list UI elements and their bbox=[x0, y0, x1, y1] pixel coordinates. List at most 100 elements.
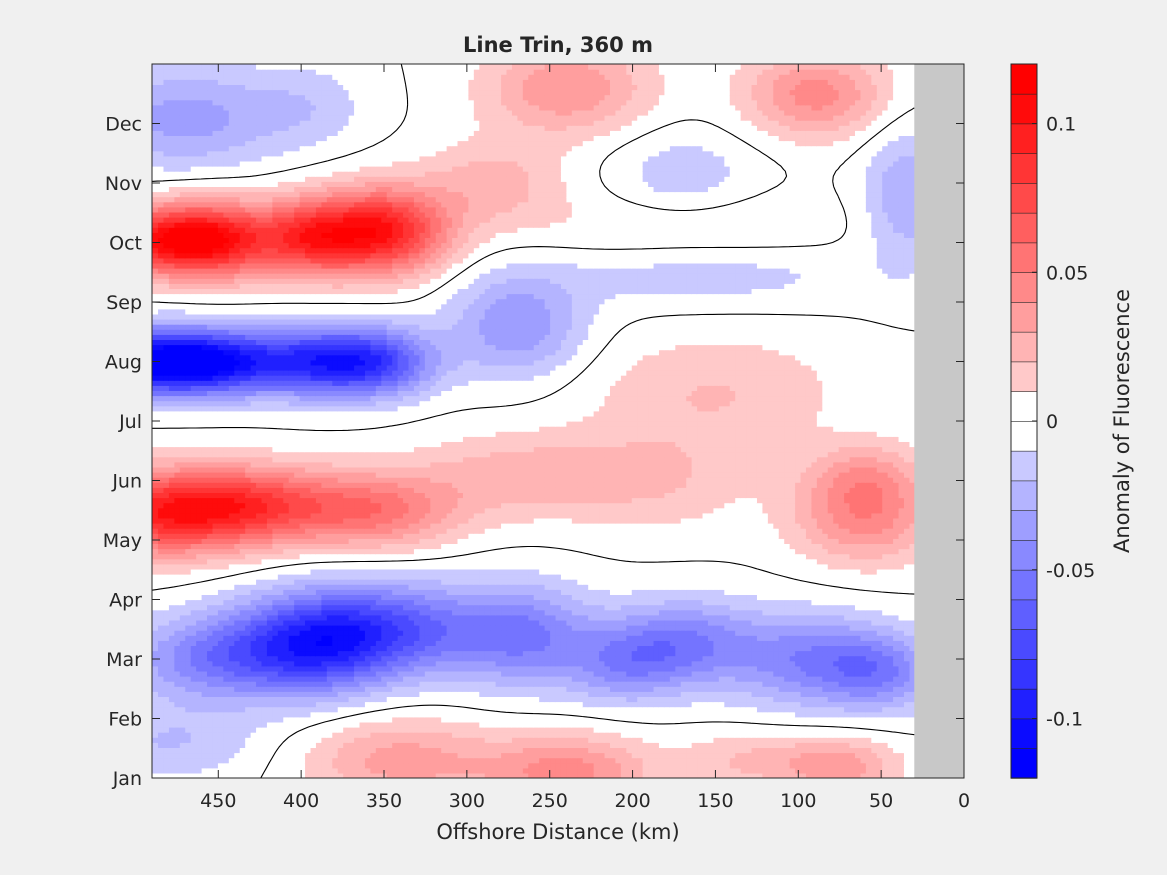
contour-cell bbox=[554, 696, 561, 703]
contour-cell bbox=[391, 670, 398, 677]
contour-cell bbox=[255, 625, 262, 631]
contour-cell bbox=[282, 747, 289, 754]
contour-cell bbox=[832, 701, 839, 708]
contour-cell bbox=[821, 711, 828, 718]
contour-cell bbox=[669, 747, 676, 754]
contour-cell bbox=[222, 614, 229, 621]
contour-cell bbox=[631, 727, 638, 733]
contour-cell bbox=[500, 655, 507, 662]
contour-cell bbox=[892, 614, 899, 621]
contour-cell bbox=[761, 665, 768, 672]
contour-cell bbox=[810, 686, 817, 692]
contour-cell bbox=[544, 645, 551, 652]
contour-cell bbox=[179, 655, 186, 662]
contour-cell bbox=[386, 721, 393, 728]
contour-cell bbox=[271, 614, 278, 621]
contour-cell bbox=[647, 701, 654, 708]
contour-cell bbox=[413, 619, 420, 626]
contour-cell bbox=[658, 640, 665, 646]
contour-cell bbox=[157, 609, 164, 616]
contour-cell bbox=[446, 772, 453, 778]
contour-cell bbox=[560, 630, 567, 636]
contour-cell bbox=[211, 742, 218, 748]
contour-cell bbox=[810, 711, 817, 718]
contour-cell bbox=[865, 727, 872, 733]
contour-cell bbox=[680, 696, 687, 703]
contour-cell bbox=[734, 727, 741, 733]
contour-cell bbox=[908, 747, 915, 754]
contour-cell bbox=[794, 635, 801, 641]
contour-cell bbox=[446, 655, 453, 662]
contour-cell bbox=[707, 691, 714, 697]
contour-cell bbox=[495, 686, 502, 692]
contour-cell bbox=[799, 655, 806, 662]
contour-cell bbox=[598, 767, 605, 774]
contour-cell bbox=[810, 716, 817, 723]
contour-cell bbox=[184, 727, 191, 733]
contour-cell bbox=[201, 767, 208, 774]
contour-cell bbox=[674, 594, 681, 601]
contour-cell bbox=[201, 660, 208, 667]
contour-cell bbox=[756, 747, 763, 754]
contour-cell bbox=[691, 696, 698, 703]
contour-cell bbox=[712, 670, 719, 677]
contour-cell bbox=[582, 599, 589, 606]
contour-cell bbox=[718, 711, 725, 718]
contour-cell bbox=[799, 762, 806, 769]
contour-cell bbox=[320, 670, 327, 677]
contour-cell bbox=[446, 732, 453, 738]
contour-cell bbox=[309, 665, 316, 672]
contour-cell bbox=[511, 630, 518, 636]
contour-cell bbox=[500, 650, 507, 657]
contour-cell bbox=[157, 691, 164, 697]
contour-cell bbox=[266, 604, 273, 611]
contour-cell bbox=[369, 619, 376, 626]
contour-cell bbox=[424, 665, 431, 672]
contour-cell bbox=[636, 732, 643, 738]
contour-cell bbox=[190, 630, 197, 636]
contour-cell bbox=[696, 655, 703, 662]
contour-cell bbox=[778, 670, 785, 677]
contour-cell bbox=[881, 614, 888, 621]
contour-cell bbox=[152, 609, 159, 616]
contour-cell bbox=[413, 650, 420, 657]
contour-cell bbox=[827, 676, 834, 682]
contour-cell bbox=[816, 655, 823, 662]
contour-cell bbox=[859, 686, 866, 692]
contour-cell bbox=[767, 772, 774, 778]
contour-cell bbox=[663, 594, 670, 601]
contour-cell bbox=[544, 767, 551, 774]
contour-cell bbox=[533, 737, 540, 743]
contour-cell bbox=[642, 599, 649, 606]
contour-cell bbox=[413, 640, 420, 646]
contour-cell bbox=[636, 742, 643, 748]
contour-cell bbox=[680, 701, 687, 708]
contour-cell bbox=[805, 650, 812, 657]
contour-cell bbox=[740, 696, 747, 703]
contour-cell bbox=[718, 619, 725, 626]
contour-cell bbox=[598, 604, 605, 611]
contour-cell bbox=[576, 732, 583, 738]
contour-cell bbox=[478, 665, 485, 672]
contour-cell bbox=[320, 681, 327, 687]
contour-cell bbox=[244, 772, 251, 778]
contour-cell bbox=[402, 752, 409, 759]
contour-cell bbox=[761, 767, 768, 774]
contour-cell bbox=[783, 640, 790, 646]
contour-cell bbox=[903, 650, 910, 657]
contour-cell bbox=[527, 630, 534, 636]
contour-cell bbox=[500, 635, 507, 641]
contour-cell bbox=[418, 630, 425, 636]
contour-cell bbox=[478, 599, 485, 606]
contour-cell bbox=[674, 599, 681, 606]
contour-cell bbox=[500, 747, 507, 754]
contour-cell bbox=[326, 706, 333, 713]
contour-cell bbox=[827, 635, 834, 641]
contour-cell bbox=[865, 737, 872, 743]
contour-cell bbox=[173, 767, 180, 774]
contour-cell bbox=[799, 609, 806, 616]
contour-cell bbox=[571, 604, 578, 611]
contour-cell bbox=[478, 604, 485, 611]
contour-cell bbox=[614, 762, 621, 769]
contour-cell bbox=[348, 604, 355, 611]
